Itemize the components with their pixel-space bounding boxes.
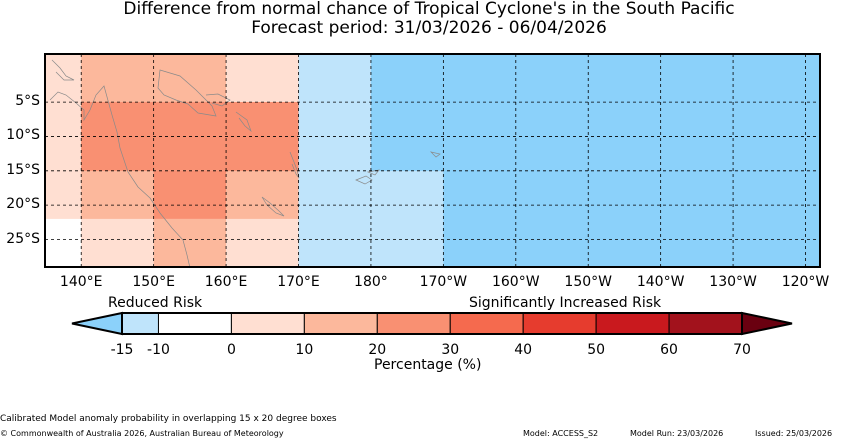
colorbar-tick-label: 50 [587,342,606,358]
colorbar-bin [449,312,524,335]
lat-tick-label: 15°S [6,161,40,178]
lon-tick-label: 160°W [491,274,540,290]
fiji-coastline [355,169,380,185]
colorbar-tick-label: 70 [733,342,751,358]
lon-tick-label: 150°E [132,274,175,290]
new-britain-coastline [205,93,231,107]
colorbar-tick-label: 40 [514,342,533,358]
colorbar-bin [376,312,451,335]
lon-tick-label: 160°E [204,274,248,290]
solomon-islands-coastline [235,111,252,133]
vanuatu-coastline [289,151,300,179]
colorbar-tick-label: 30 [441,342,460,358]
colorbar-over-arrow [741,311,793,336]
increased-risk-caption: Significantly Increased Risk [469,295,662,311]
anomaly-boxes [45,54,821,267]
lat-tick-label: 25°S [6,230,40,247]
lon-tick-label: 130°W [709,274,757,290]
footer-issued: Issued: 25/03/2026 [755,429,833,438]
lat-tick-label: 5°S [15,93,40,110]
lat-tick-label: 10°S [6,127,40,144]
colorbar-tick-label: 60 [660,342,678,358]
new-guinea-coastline [157,69,217,117]
colorbar-tick-label: -10 [147,342,170,358]
chart-title: Difference from normal chance of Tropica… [123,0,735,19]
anomaly-box [153,170,227,219]
west-irian-coastline [51,59,75,81]
reduced-risk-caption: Reduced Risk [108,295,203,311]
colorbar-bin [522,312,597,335]
colorbar-bin [121,312,159,335]
colorbar-frame [121,312,743,335]
footer-model-run: Model Run: 23/03/2026 [630,429,724,438]
anomaly-box [153,218,227,267]
footer-copyright: © Commonwealth of Australia 2026, Austra… [0,429,284,438]
colorbar-axis-label: Percentage (%) [374,357,482,373]
lon-tick-label: 170°W [419,274,468,290]
colorbar-bin [668,312,743,335]
lon-tick-label: 170°E [277,274,320,290]
colorbar-tick-label: 10 [295,342,314,358]
footer-model: Model: ACCESS_S2 [523,429,599,438]
australia-coastline [49,85,191,269]
anomaly-box [370,54,444,171]
chart-subtitle: Forecast period: 31/03/2026 - 06/04/2026 [251,18,607,38]
colorbar-tick-label: 20 [368,342,387,358]
lon-tick-label: 180° [354,274,388,290]
colorbar-tick-label: -15 [110,342,134,358]
footer-note: Calibrated Model anomaly probability in … [0,414,337,424]
colorbar-bin [303,312,378,335]
samoa-coastline [429,151,441,158]
lon-tick-label: 150°W [564,274,612,290]
colorbar-bin [595,312,670,335]
colorbar-bin [230,312,305,335]
colorbar-under-arrow [71,311,123,336]
map-frame [44,53,821,268]
colorbar-bin [157,312,232,335]
colorbar-tick-label: 0 [226,342,236,358]
lon-tick-label: 140°W [636,274,685,290]
lon-tick-label: 120°W [781,274,830,290]
lat-tick-label: 20°S [6,196,40,213]
lon-tick-label: 140°E [59,274,103,290]
anomaly-box [443,54,820,267]
colorbar [71,311,793,336]
